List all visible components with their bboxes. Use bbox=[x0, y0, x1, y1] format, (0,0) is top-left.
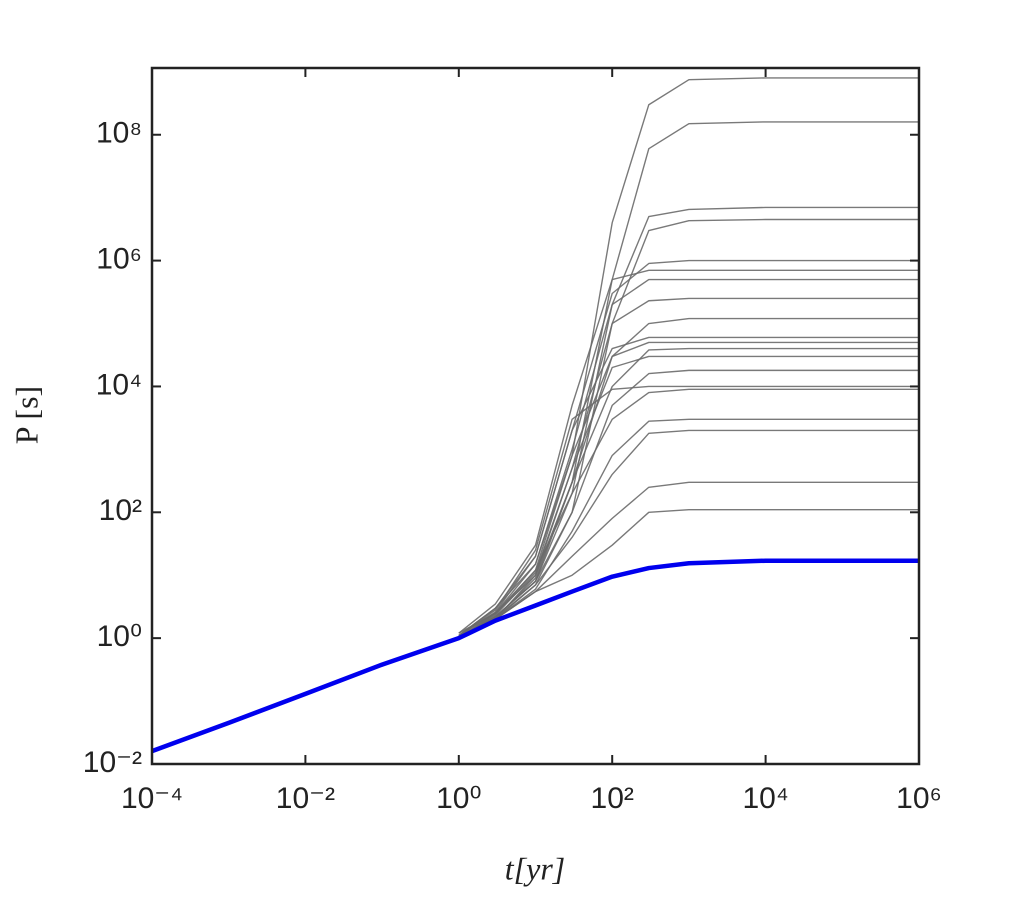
x-tick-label: 10⁻² bbox=[276, 782, 335, 815]
y-axis-label: P [s] bbox=[8, 386, 44, 444]
series-line bbox=[458, 369, 919, 639]
series-line bbox=[458, 347, 919, 637]
x-tick-label: 10⁻⁴ bbox=[121, 782, 183, 815]
x-tick-label: 10⁴ bbox=[742, 782, 788, 815]
series-line bbox=[151, 558, 919, 754]
series-line bbox=[458, 77, 919, 637]
series-line bbox=[458, 385, 919, 637]
series-line bbox=[458, 418, 919, 639]
y-tick-label: 10² bbox=[99, 494, 142, 527]
plot-frame bbox=[150, 66, 921, 766]
y-tick-label: 10⁰ bbox=[97, 620, 142, 653]
x-tick-label: 10² bbox=[591, 782, 634, 815]
series-line bbox=[458, 269, 919, 634]
x-tick-label: 10⁰ bbox=[436, 782, 481, 815]
series-line bbox=[458, 388, 919, 639]
series-line bbox=[458, 259, 919, 637]
y-tick-label: 10⁻² bbox=[83, 746, 142, 779]
y-tick-label: 10⁶ bbox=[96, 243, 142, 276]
series-line bbox=[458, 341, 919, 639]
x-tick-label: 10⁶ bbox=[896, 782, 942, 815]
series-line bbox=[458, 355, 919, 639]
series-line bbox=[458, 278, 919, 639]
series-line bbox=[458, 218, 919, 639]
series-line bbox=[458, 317, 919, 639]
y-tick-label: 10⁸ bbox=[96, 117, 142, 150]
x-axis-label: t[yr] bbox=[505, 850, 565, 886]
series-line bbox=[458, 206, 919, 637]
series-line bbox=[458, 336, 919, 637]
series-line bbox=[458, 429, 919, 639]
y-tick-label: 10⁴ bbox=[96, 368, 142, 401]
series-line bbox=[458, 508, 919, 639]
